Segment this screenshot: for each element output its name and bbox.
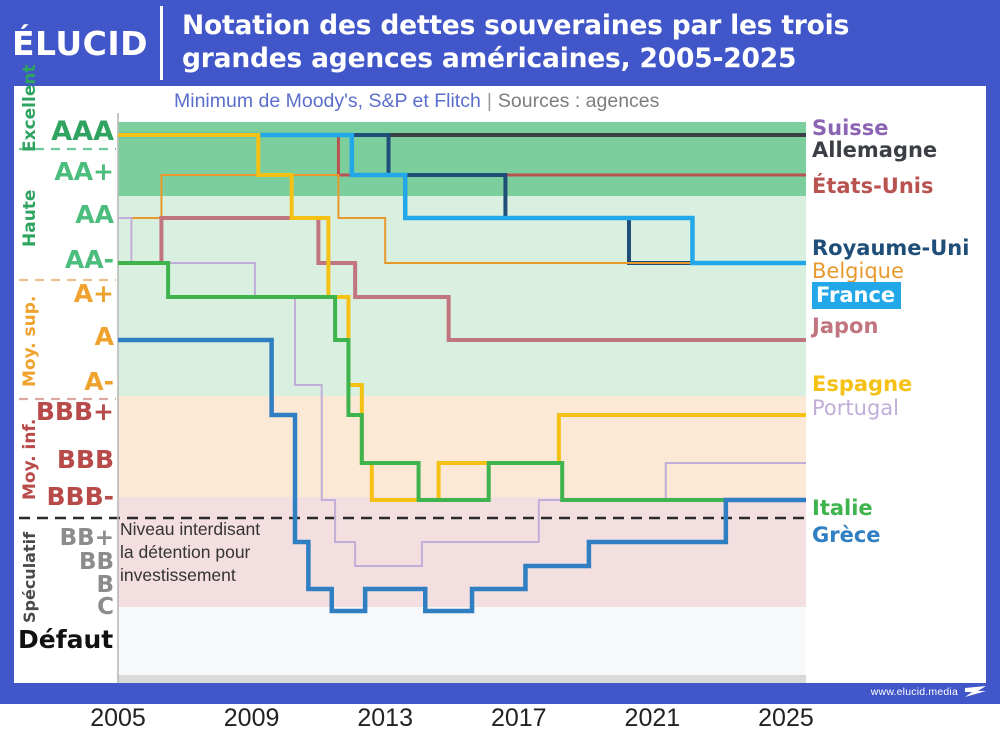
x-axis-tick-2009: 2009 bbox=[223, 704, 280, 732]
series-label-royaume-uni: Royaume-Uni bbox=[812, 236, 970, 260]
series-line-japon bbox=[118, 216, 806, 342]
footer-url: www.elucid.media bbox=[870, 686, 958, 698]
series-line-belgique bbox=[118, 174, 806, 264]
elucid-flag-icon bbox=[965, 686, 986, 697]
series-line-italie bbox=[118, 261, 806, 502]
y-axis-tick-AA: AA bbox=[75, 200, 114, 229]
x-axis-tick-2021: 2021 bbox=[624, 704, 681, 732]
series-line-france bbox=[118, 132, 806, 266]
y-axis-tick-BB: BB bbox=[78, 549, 114, 576]
series-line-royaume-uni bbox=[118, 133, 806, 265]
y-axis-group-haute: Haute bbox=[20, 189, 40, 248]
series-label-portugal: Portugal bbox=[812, 396, 899, 420]
y-axis-group-excellent: Excellent bbox=[20, 64, 40, 152]
series-line-portugal bbox=[118, 217, 806, 567]
y-axis-tick-Aplus: A+ bbox=[73, 279, 114, 308]
series-label-espagne: Espagne bbox=[812, 372, 913, 396]
y-axis-label-defaut: Défaut bbox=[18, 625, 114, 654]
x-axis-tick-2017: 2017 bbox=[490, 704, 547, 732]
series-label-italie: Italie bbox=[812, 496, 873, 520]
x-axis-tick-2013: 2013 bbox=[357, 704, 413, 732]
series-label-gr-ce: Grèce bbox=[812, 523, 881, 547]
note-line-2: la détention pour bbox=[120, 542, 251, 563]
y-axis-tick-BBB: BBB bbox=[56, 445, 114, 474]
logo-divider bbox=[160, 6, 163, 80]
y-axis-tick-BBplus: BB+ bbox=[59, 525, 114, 552]
y-axis-tick-Aminus: A- bbox=[84, 367, 114, 396]
y-axis-group-moy-sup-: Moy. sup. bbox=[20, 295, 40, 387]
series-label-france: France bbox=[812, 282, 902, 309]
page-title: Notation des dettes souveraines par les … bbox=[160, 10, 859, 76]
investment-grade-note: Niveau interdisant la détention pour inv… bbox=[120, 518, 330, 587]
y-axis-tick-BBBplus: BBB+ bbox=[35, 397, 114, 426]
chart-plot-area bbox=[19, 113, 806, 683]
y-axis-tick-AAA: AAA bbox=[51, 115, 114, 147]
series-label--tats-unis: États-Unis bbox=[812, 174, 934, 198]
page-title-line1: Notation des dettes souveraines par les … bbox=[182, 10, 850, 42]
x-axis-tick-2005: 2005 bbox=[90, 704, 146, 732]
series-label-suisse: Suisse bbox=[812, 116, 889, 140]
y-axis-tick-AAminus: AA- bbox=[64, 245, 114, 274]
y-axis-tick-A: A bbox=[94, 322, 114, 351]
series-line-gr-ce bbox=[118, 337, 806, 614]
series-line-espagne bbox=[118, 133, 806, 502]
series-label-japon: Japon bbox=[812, 314, 879, 338]
note-line-3: investissement bbox=[120, 565, 236, 586]
page-title-line2: grandes agences américaines, 2005-2025 bbox=[182, 43, 797, 74]
y-axis-tick-B: B bbox=[96, 572, 114, 599]
y-axis-tick-BBBminus: BBB- bbox=[46, 482, 114, 511]
brand-logo: ÉLUCID bbox=[0, 0, 160, 86]
y-axis-tick-C: C bbox=[97, 594, 114, 621]
chart-canvas: Minimum de Moody's, S&P et Flitch | Source… bbox=[14, 64, 986, 732]
header-bar: ÉLUCID Notation des dettes souveraines p… bbox=[0, 0, 1000, 86]
series-label-belgique: Belgique bbox=[812, 259, 904, 283]
subtitle-separator: | bbox=[486, 90, 492, 112]
chart-subtitle: Minimum de Moody's, S&P et Flitch | Source… bbox=[174, 90, 659, 113]
y-axis-tick-AAplus: AA+ bbox=[54, 157, 114, 186]
series-label-allemagne: Allemagne bbox=[812, 138, 938, 162]
x-axis-tick-2025: 2025 bbox=[758, 704, 814, 732]
chart-subtitle-text: Minimum de Moody's, S&P et Flitch bbox=[174, 90, 481, 112]
note-line-1: Niveau interdisant bbox=[120, 519, 261, 539]
chart-source: Sources : agences bbox=[497, 90, 660, 112]
brand-logo-text: ÉLUCID bbox=[11, 23, 149, 63]
y-axis-group-sp-culatif: Spéculatif bbox=[20, 531, 39, 623]
